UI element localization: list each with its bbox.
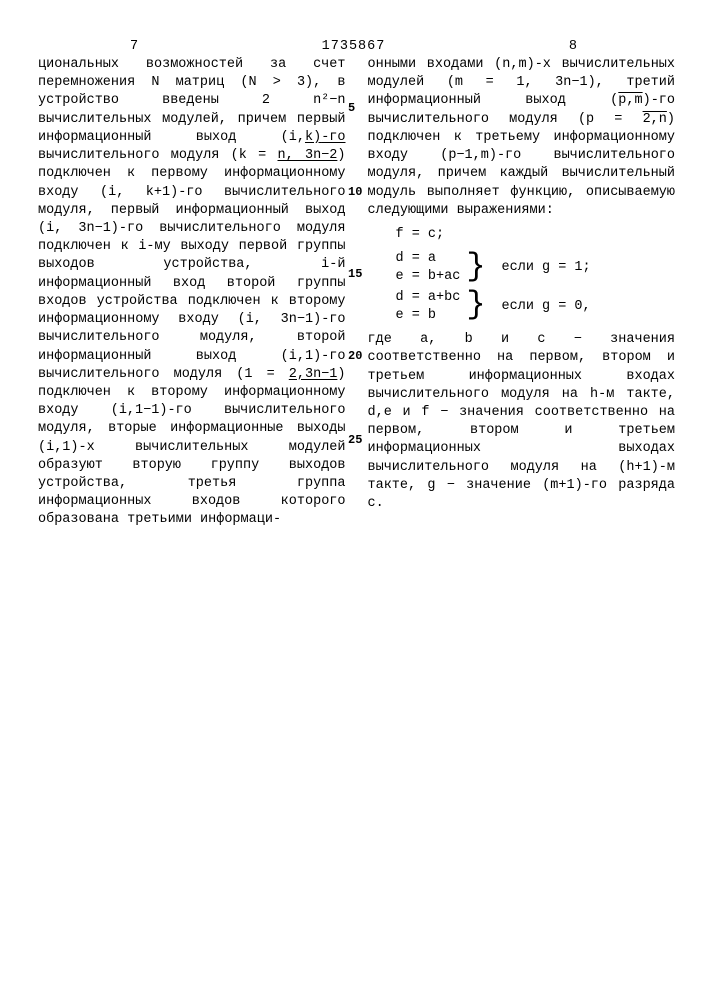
- equation-rows: d = a e = b+ac: [396, 250, 461, 286]
- equation-block-2: d = a+bc e = b } если g = 0,: [396, 289, 676, 325]
- equation-rows: d = a+bc e = b: [396, 289, 461, 325]
- equation-row: d = a: [396, 250, 461, 268]
- equation-f: f = c;: [396, 226, 676, 244]
- equation-condition: если g = 1;: [502, 259, 591, 277]
- equation-row: e = b: [396, 307, 461, 325]
- equation-row: d = a+bc: [396, 289, 461, 307]
- right-column: онными входами (n,m)-х вычислительных мо…: [368, 56, 676, 530]
- brace-icon: }: [466, 254, 485, 280]
- two-column-layout: циональных возможностей за счет перемнож…: [38, 56, 675, 530]
- page: 7 1735867 8 5 10 15 20 25 циональных воз…: [0, 0, 707, 1000]
- left-column: циональных возможностей за счет перемнож…: [38, 56, 346, 530]
- equation-block-1: d = a e = b+ac } если g = 1;: [396, 250, 676, 286]
- equation-condition: если g = 0,: [502, 298, 591, 316]
- brace-icon: }: [466, 292, 485, 318]
- page-number-right: 8: [569, 38, 577, 56]
- right-outro: где a, b и c − значения соответственно н…: [368, 331, 676, 513]
- patent-number: 1735867: [0, 38, 707, 56]
- right-intro: онными входами (n,m)-х вычислительных мо…: [368, 56, 676, 220]
- equation-row: e = b+ac: [396, 268, 461, 286]
- left-paragraph: циональных возможностей за счет перемнож…: [38, 56, 346, 530]
